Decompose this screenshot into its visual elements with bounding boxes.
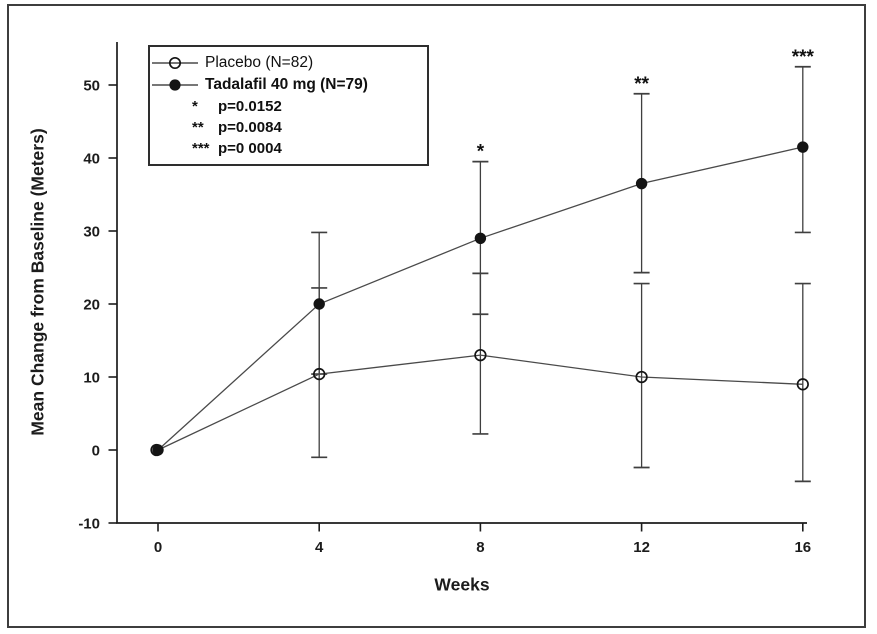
data-point-tadalafil-40mg [152, 444, 164, 456]
x-tick-label: 4 [315, 539, 324, 556]
pvalue-row-1: * p=0.0152 [150, 96, 427, 117]
data-point-placebo [474, 348, 487, 362]
pvalue-row-3: *** p=0 0004 [150, 138, 427, 159]
two-star-symbol: ** [192, 119, 204, 136]
y-tick-label: -10 [78, 516, 100, 533]
series-line-placebo [157, 354, 803, 451]
placebo-open-circle-marker-icon [150, 56, 205, 70]
tadalafil-filled-circle-marker-icon [150, 78, 205, 92]
data-point-placebo [796, 378, 809, 391]
data-point-placebo [313, 367, 326, 381]
x-tick-label: 8 [476, 539, 484, 556]
legend-label-tadalafil: Tadalafil 40 mg (N=79) [205, 76, 368, 93]
pvalue-text-3: p=0 0004 [218, 140, 282, 157]
data-point-tadalafil-40mg [635, 177, 648, 190]
y-tick-label: 10 [83, 370, 100, 387]
legend-label-placebo: Placebo (N=82) [205, 54, 314, 71]
significance-star-week-12: ** [634, 74, 649, 95]
x-axis-title: Weeks [434, 574, 490, 595]
data-point-placebo [635, 370, 648, 384]
pvalue-row-2: ** p=0.0084 [150, 117, 427, 138]
data-point-tadalafil-40mg [474, 232, 487, 244]
legend-box: Placebo (N=82) Tadalafil 40 mg (N=79) * … [148, 45, 429, 166]
pvalue-text-1: p=0.0152 [218, 98, 282, 115]
y-tick-label: 20 [83, 297, 100, 314]
data-point-tadalafil-40mg [797, 141, 809, 153]
x-tick-label: 0 [154, 539, 162, 556]
one-star-symbol: * [192, 98, 198, 115]
x-tick-label: 12 [633, 539, 650, 556]
three-star-symbol: *** [192, 140, 210, 157]
pvalue-text-2: p=0.0084 [218, 119, 282, 136]
y-tick-label: 30 [83, 224, 100, 241]
legend-item-placebo: Placebo (N=82) [150, 52, 427, 74]
data-point-tadalafil-40mg [313, 298, 325, 310]
y-tick-label: 50 [83, 78, 100, 95]
y-tick-label: 0 [92, 443, 100, 460]
significance-star-week-16: *** [792, 47, 815, 68]
y-axis-title: Mean Change from Baseline (Meters) [27, 128, 48, 436]
significance-star-week-8: * [477, 142, 485, 163]
legend-item-tadalafil: Tadalafil 40 mg (N=79) [150, 74, 427, 96]
y-tick-label: 40 [83, 151, 100, 168]
x-tick-label: 16 [794, 539, 811, 556]
